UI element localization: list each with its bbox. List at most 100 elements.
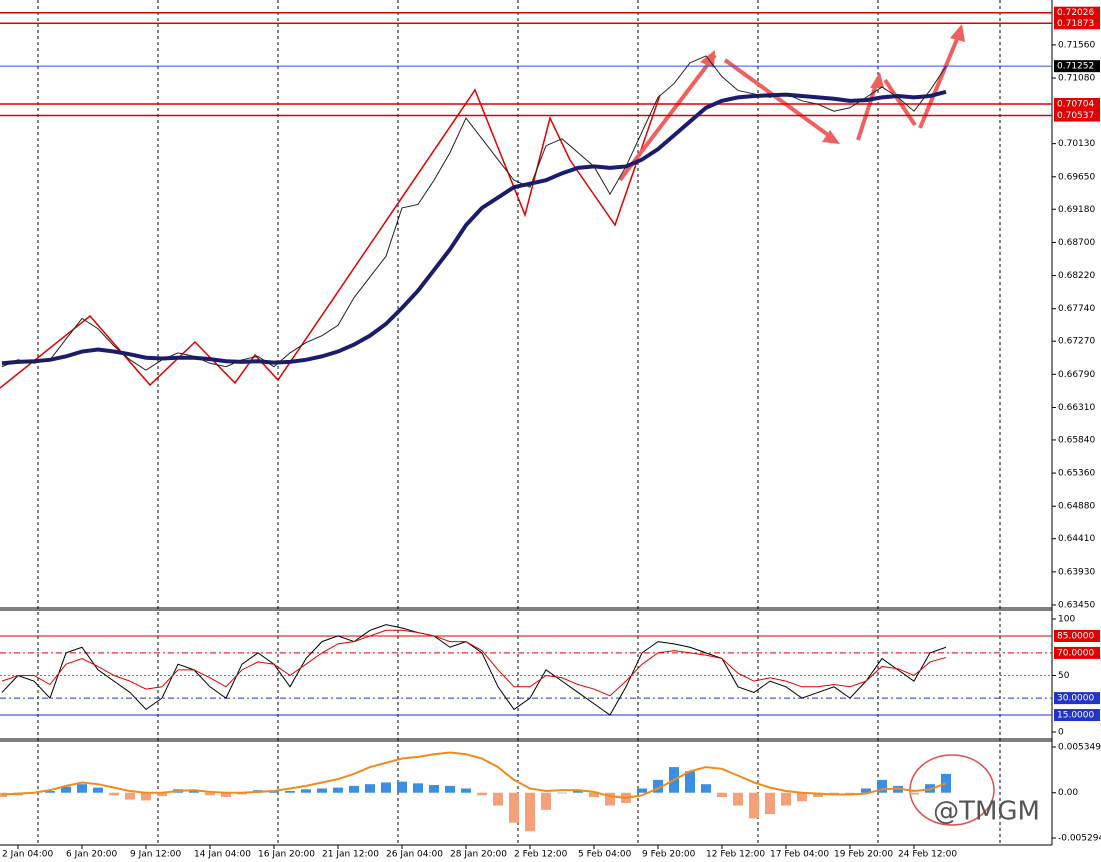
histogram-bar	[717, 792, 727, 798]
histogram-bar	[61, 786, 71, 793]
histogram-bar	[189, 790, 199, 793]
histogram-bar	[477, 792, 487, 796]
x-tick-label: 17 Feb 04:00	[770, 850, 829, 860]
histogram-bar	[77, 784, 87, 793]
level-label: 0.70704	[1057, 100, 1094, 110]
y-tick-label: 0.66790	[1058, 370, 1095, 380]
histogram-bar	[157, 792, 167, 797]
histogram-bar	[141, 792, 151, 801]
level-box-bg	[1054, 709, 1100, 722]
level-box-bg	[1054, 109, 1100, 122]
histogram-bar	[589, 792, 599, 798]
panel-frames	[0, 0, 1053, 846]
histogram-bar	[301, 789, 311, 793]
histogram-bar	[573, 790, 583, 793]
level-box-bg	[1054, 17, 1100, 30]
histogram-bar	[685, 771, 695, 793]
y-tick-label: 0.70130	[1058, 139, 1095, 149]
y-tick-label: 0.63930	[1058, 567, 1095, 577]
level-label: 85.0000	[1057, 631, 1094, 641]
histogram-bar	[285, 791, 295, 793]
x-tick-label: 2 Feb 12:00	[514, 850, 568, 860]
histogram-bar	[749, 792, 759, 819]
histogram-bar	[93, 787, 103, 793]
histogram-bar	[397, 781, 407, 793]
histogram-bar	[797, 792, 807, 802]
x-tick-label: 24 Feb 12:00	[898, 850, 957, 860]
level-box-bg	[1054, 6, 1100, 19]
x-tick-label: 26 Jan 04:00	[386, 850, 443, 860]
histogram-bar	[781, 792, 791, 806]
y-tick-label: 0.67270	[1058, 337, 1095, 347]
x-tick-label: 9 Jan 12:00	[130, 850, 182, 860]
level-box: 0.70537	[1054, 109, 1100, 122]
y-tick-label: 0.64880	[1058, 502, 1095, 512]
level-box: 30.0000	[1054, 692, 1100, 705]
histogram-bar	[941, 773, 951, 793]
level-box-bg	[1054, 646, 1100, 659]
x-tick-label: 14 Jan 04:00	[194, 850, 251, 860]
y-tick-label: 100	[1058, 615, 1075, 625]
y-tick-label: 0.69650	[1058, 172, 1095, 182]
level-label: 30.0000	[1057, 694, 1094, 704]
y-tick-label: -0.005294	[1058, 834, 1101, 844]
histogram-bar	[605, 792, 615, 806]
histogram-bar	[221, 792, 231, 798]
price-line	[1, 55, 947, 371]
histogram-bar	[205, 792, 215, 796]
level-box: 85.0000	[1054, 629, 1100, 642]
histogram-bar	[541, 792, 551, 810]
histogram-bar	[381, 782, 391, 793]
signal-line	[1, 751, 947, 799]
x-tick-label: 19 Feb 20:00	[834, 850, 893, 860]
level-label: 70.0000	[1057, 648, 1094, 658]
histogram-bar	[461, 788, 471, 793]
level-label: 0.71252	[1057, 62, 1094, 72]
level-box: 0.72026	[1054, 6, 1100, 19]
histogram-bar	[333, 787, 343, 793]
level-box-bg	[1054, 60, 1100, 73]
histogram-bar	[125, 792, 135, 800]
y-tick-label: 0	[1058, 728, 1064, 738]
y-tick-label: 0.64410	[1058, 534, 1095, 544]
level-box: 15.0000	[1054, 709, 1100, 722]
watermark: @TMGM	[933, 797, 1040, 827]
histogram-bar	[445, 785, 455, 793]
histogram-bar	[429, 785, 439, 793]
zigzag	[0, 88, 661, 389]
histogram-bar	[493, 792, 503, 806]
y-tick-label: 0.00	[1058, 788, 1078, 798]
histogram-bar	[365, 784, 375, 793]
histogram-bar	[45, 791, 55, 793]
level-box: 70.0000	[1054, 646, 1100, 659]
histogram-bar	[765, 792, 775, 815]
histogram-bar	[733, 792, 743, 806]
oscillator-line	[1, 629, 947, 697]
histogram-bar	[637, 788, 647, 793]
histogram-bar	[701, 784, 711, 793]
histogram-bar	[861, 788, 871, 793]
histogram-bar	[877, 779, 887, 793]
x-tick-label: 28 Jan 20:00	[450, 850, 507, 860]
x-tick-label: 5 Feb 04:00	[578, 850, 632, 860]
histogram-bar	[349, 785, 359, 793]
level-box-bg	[1054, 692, 1100, 705]
level-label: 0.71873	[1057, 19, 1094, 29]
y-tick-label: 0.66310	[1058, 403, 1095, 413]
y-tick-label: 0.68700	[1058, 238, 1095, 248]
y-tick-label: 0.63450	[1058, 601, 1095, 611]
y-tick-label: 0.0053499	[1058, 743, 1101, 753]
y-tick-label: 0.67740	[1058, 304, 1095, 314]
histogram-bar	[653, 779, 663, 793]
y-tick-label: 0.71560	[1058, 40, 1095, 50]
histogram-bar	[813, 792, 823, 798]
y-tick-label: 0.69180	[1058, 205, 1095, 215]
x-tick-label: 9 Feb 20:00	[642, 850, 696, 860]
y-tick-label: 0.65840	[1058, 435, 1095, 445]
histogram-bar	[525, 792, 535, 832]
x-tick-label: 16 Jan 20:00	[258, 850, 315, 860]
y-tick-label: 0.65360	[1058, 469, 1095, 479]
level-box: 0.71252	[1054, 60, 1100, 73]
